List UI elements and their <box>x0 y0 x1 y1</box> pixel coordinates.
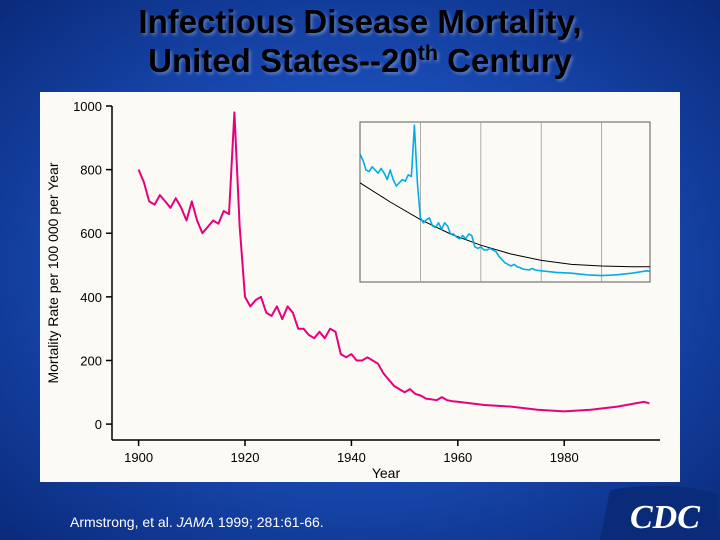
svg-text:800: 800 <box>80 163 102 178</box>
svg-text:1000: 1000 <box>73 99 102 114</box>
svg-text:Mortality Rate per 100 000 per: Mortality Rate per 100 000 per Year <box>45 162 61 383</box>
slide: Infectious Disease Mortality, United Sta… <box>0 0 720 540</box>
title-line-1: Infectious Disease Mortality, <box>138 3 581 40</box>
svg-text:200: 200 <box>80 353 102 368</box>
cdc-logo-text: CDC <box>630 499 700 536</box>
main-chart-svg: 0 200 400 600 800 1000 1900 1920 1940 1960 1980 Yea… <box>40 92 680 482</box>
cdc-logo-svg: CDC <box>600 484 720 540</box>
svg-text:Year: Year <box>372 465 401 481</box>
svg-text:1940: 1940 <box>337 450 366 465</box>
citation: Armstrong, et al. JAMA 1999; 281:61-66. <box>70 514 324 530</box>
citation-pre: Armstrong, et al. <box>70 514 177 530</box>
chart-container: 0 200 400 600 800 1000 1900 1920 1940 1960 1980 Yea… <box>40 92 680 482</box>
cdc-logo: CDC <box>600 484 720 540</box>
citation-journal: JAMA <box>177 514 214 530</box>
svg-text:0: 0 <box>95 417 102 432</box>
citation-post: 1999; 281:61-66. <box>214 514 324 530</box>
slide-title: Infectious Disease Mortality, United Sta… <box>0 4 720 80</box>
svg-text:1980: 1980 <box>550 450 579 465</box>
title-sup: th <box>418 41 438 65</box>
svg-text:1920: 1920 <box>231 450 260 465</box>
svg-text:1960: 1960 <box>443 450 472 465</box>
svg-text:400: 400 <box>80 290 102 305</box>
svg-text:600: 600 <box>80 226 102 241</box>
svg-text:1900: 1900 <box>124 450 153 465</box>
title-line-2-post: Century <box>438 42 572 79</box>
title-line-2-pre: United States--20 <box>148 42 418 79</box>
